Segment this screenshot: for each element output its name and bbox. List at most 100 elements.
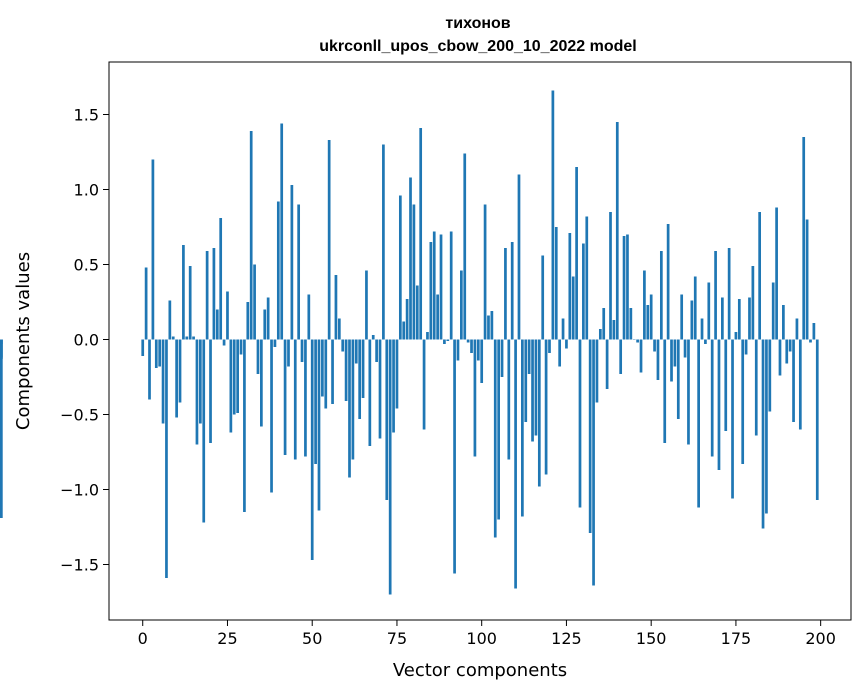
- x-tick-label: 125: [551, 629, 582, 648]
- bar: [504, 248, 507, 340]
- bar: [375, 339, 378, 362]
- bar: [266, 297, 270, 340]
- bar: [412, 204, 416, 340]
- bar: [395, 339, 399, 409]
- bar: [734, 332, 738, 340]
- bar: [171, 336, 175, 340]
- bar: [151, 159, 155, 340]
- bar: [646, 305, 650, 340]
- bar: [317, 339, 321, 511]
- bar: [460, 270, 463, 340]
- bar: [717, 339, 721, 470]
- bar: [785, 339, 789, 364]
- x-tick-label: 150: [636, 629, 667, 648]
- bar: [656, 339, 660, 380]
- bar: [700, 318, 704, 340]
- bar: [659, 251, 663, 340]
- bar: [670, 339, 673, 382]
- bar: [236, 339, 239, 413]
- bar: [737, 299, 741, 340]
- bar: [307, 294, 311, 340]
- bar: [541, 255, 545, 340]
- bar: [595, 339, 599, 403]
- bar: [517, 174, 521, 340]
- bar: [198, 339, 202, 424]
- bar: [398, 195, 402, 340]
- plot-frame: [108, 61, 852, 621]
- y-tick-label: 1.5: [74, 106, 99, 125]
- bar: [426, 332, 429, 340]
- bar: [144, 267, 148, 340]
- bar: [676, 339, 680, 419]
- bar: [178, 339, 182, 403]
- bar: [636, 339, 639, 343]
- bar: [168, 300, 172, 340]
- bar: [449, 231, 453, 340]
- bar: [219, 218, 223, 340]
- bar: [768, 339, 772, 412]
- bar: [165, 339, 168, 578]
- y-tick-label: 0.5: [74, 256, 99, 275]
- bar: [775, 207, 778, 340]
- bar: [598, 329, 602, 340]
- bar: [304, 339, 307, 457]
- bar: [439, 234, 443, 340]
- bar: [673, 339, 677, 367]
- bar: [310, 339, 314, 560]
- bar: [754, 339, 758, 436]
- bar: [741, 339, 745, 464]
- bar: [470, 339, 473, 353]
- y-tick-label: 0.0: [74, 331, 99, 350]
- bar: [487, 315, 490, 340]
- bar: [788, 339, 792, 352]
- bar: [524, 339, 528, 422]
- bar: [331, 339, 334, 404]
- bar: [205, 251, 209, 340]
- bar: [222, 339, 226, 346]
- bar: [792, 339, 795, 422]
- bar: [666, 224, 670, 340]
- bar: [463, 153, 467, 340]
- bar: [744, 339, 748, 355]
- bar: [680, 294, 684, 340]
- bar: [276, 201, 280, 340]
- bar: [619, 339, 623, 374]
- bar: [578, 339, 582, 508]
- bar: [351, 339, 355, 460]
- bar: [571, 276, 575, 340]
- bar: [514, 339, 517, 589]
- bar: [229, 339, 233, 433]
- bar: [565, 339, 568, 349]
- bar: [812, 323, 816, 340]
- y-tick-label: −1.0: [60, 481, 99, 500]
- bar: [748, 297, 751, 340]
- bar: [727, 248, 731, 340]
- bar: [575, 167, 578, 340]
- bar: [497, 339, 500, 520]
- bar: [436, 294, 439, 340]
- bar: [175, 339, 178, 418]
- bar: [476, 339, 480, 361]
- bar: [388, 339, 392, 595]
- bar: [334, 275, 338, 340]
- bar: [256, 339, 260, 374]
- bar: [815, 339, 819, 500]
- bar: [341, 339, 345, 352]
- bar: [605, 339, 609, 389]
- bar: [480, 339, 484, 383]
- bar: [795, 318, 799, 340]
- bar: [714, 251, 717, 340]
- bar: [402, 321, 406, 340]
- bar: [161, 339, 165, 424]
- bar: [314, 339, 317, 464]
- bar: [212, 248, 216, 340]
- bar: [510, 242, 514, 340]
- bar: [354, 339, 358, 364]
- x-tick-label: 175: [721, 629, 752, 648]
- bar: [456, 339, 460, 361]
- bars-group: [0, 90, 819, 595]
- bar: [751, 266, 755, 340]
- bar: [382, 144, 385, 340]
- x-tick-label: 100: [466, 629, 497, 648]
- bar: [622, 236, 626, 340]
